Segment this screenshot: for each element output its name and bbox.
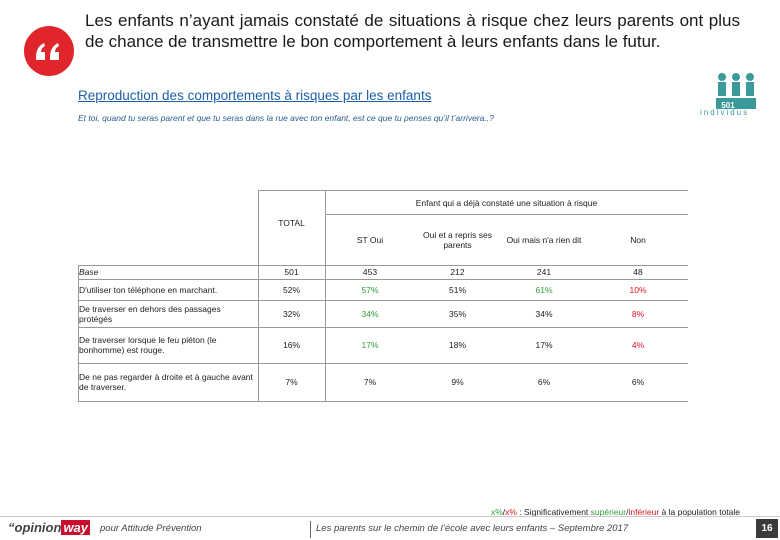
- legend-part: à la population totale: [659, 507, 740, 517]
- group-header: Enfant qui a déjà constaté une situation…: [415, 198, 598, 208]
- table-cell: 10%: [629, 284, 647, 295]
- table-cell: 61%: [535, 284, 553, 295]
- table-cell: 34%: [361, 308, 379, 319]
- table-cell: 7%: [285, 377, 298, 387]
- table-cell: 6%: [537, 377, 551, 387]
- table-cell: 52%: [282, 284, 300, 295]
- table-cell: 7%: [363, 377, 377, 387]
- table-cell: 17%: [361, 340, 379, 350]
- logo: “opinion way: [8, 520, 91, 535]
- column-header: ST Oui: [356, 235, 384, 245]
- table-cell: 501: [284, 267, 299, 277]
- badge-label: individus: [700, 108, 750, 117]
- rule: [325, 190, 326, 401]
- logo-part: “opinion: [8, 520, 62, 535]
- column-header: TOTAL: [278, 218, 305, 228]
- rule: [78, 327, 688, 328]
- page-number: 16: [756, 519, 778, 538]
- rule: [78, 265, 79, 401]
- table-cell: 35%: [448, 308, 466, 319]
- footer-divider: [310, 521, 311, 538]
- footer-client: pour Attitude Prévention: [100, 523, 202, 534]
- question: Et toi, quand tu seras parent et que tu …: [78, 113, 494, 123]
- table-cell: 4%: [631, 340, 645, 350]
- legend-part: inférieur: [628, 507, 660, 517]
- quote-icon: [24, 26, 74, 76]
- table-cell: 9%: [451, 377, 464, 387]
- table-cell: 6%: [631, 377, 645, 387]
- row-label: De traverser en dehors des passages prot…: [79, 303, 221, 324]
- people-icon: [716, 73, 756, 109]
- column-header: Non: [630, 235, 646, 245]
- table-cell: 17%: [535, 340, 553, 350]
- table-cell: 18%: [448, 340, 466, 350]
- legend: x%/x% : Significativement supérieur/infé…: [491, 507, 740, 517]
- rule: [258, 190, 259, 401]
- table-cell: 34%: [535, 308, 553, 319]
- rule: [78, 300, 688, 301]
- row-label: D'utiliser ton téléphone en marchant.: [79, 284, 218, 295]
- table-cell: 241: [536, 267, 552, 277]
- table-cell: 16%: [282, 340, 300, 350]
- footer-source: Les parents sur le chemin de l’école ave…: [316, 523, 629, 534]
- legend-part: : Significativement: [516, 507, 591, 517]
- logo-part: way: [61, 520, 91, 535]
- table-cell: 212: [450, 267, 465, 277]
- legend-part: x%: [505, 507, 517, 517]
- row-label: De traverser lorsque le feu piéton (le b…: [79, 335, 217, 355]
- table-cell: 51%: [448, 284, 466, 295]
- legend-part: x%: [490, 507, 503, 517]
- title: Les enfants n’ayant jamais constaté de s…: [85, 11, 740, 51]
- row-label: De ne pas regarder à droite et à gauche …: [79, 372, 253, 392]
- rule: [78, 363, 688, 364]
- badge-count: 501: [721, 101, 735, 110]
- table-cell: 32%: [282, 308, 300, 319]
- table-cell: 48: [633, 267, 643, 277]
- rule: [325, 214, 688, 215]
- subtitle: Reproduction des comportements à risques…: [78, 88, 432, 103]
- rule: [78, 401, 688, 402]
- rule: [78, 265, 688, 266]
- legend-part: /: [626, 507, 629, 517]
- column-header: Oui mais n'a rien dit: [506, 235, 582, 245]
- table-cell: 57%: [361, 284, 379, 295]
- table-cell: 8%: [631, 308, 645, 319]
- legend-part: /: [502, 507, 506, 517]
- rule: [258, 190, 688, 191]
- legend-part: supérieur: [590, 507, 627, 517]
- row-label: Base: [79, 267, 99, 277]
- table-cell: 453: [362, 267, 378, 277]
- footer-rule: [0, 516, 780, 517]
- rule: [78, 279, 688, 280]
- column-header: Oui et a repris ses parents: [423, 230, 492, 250]
